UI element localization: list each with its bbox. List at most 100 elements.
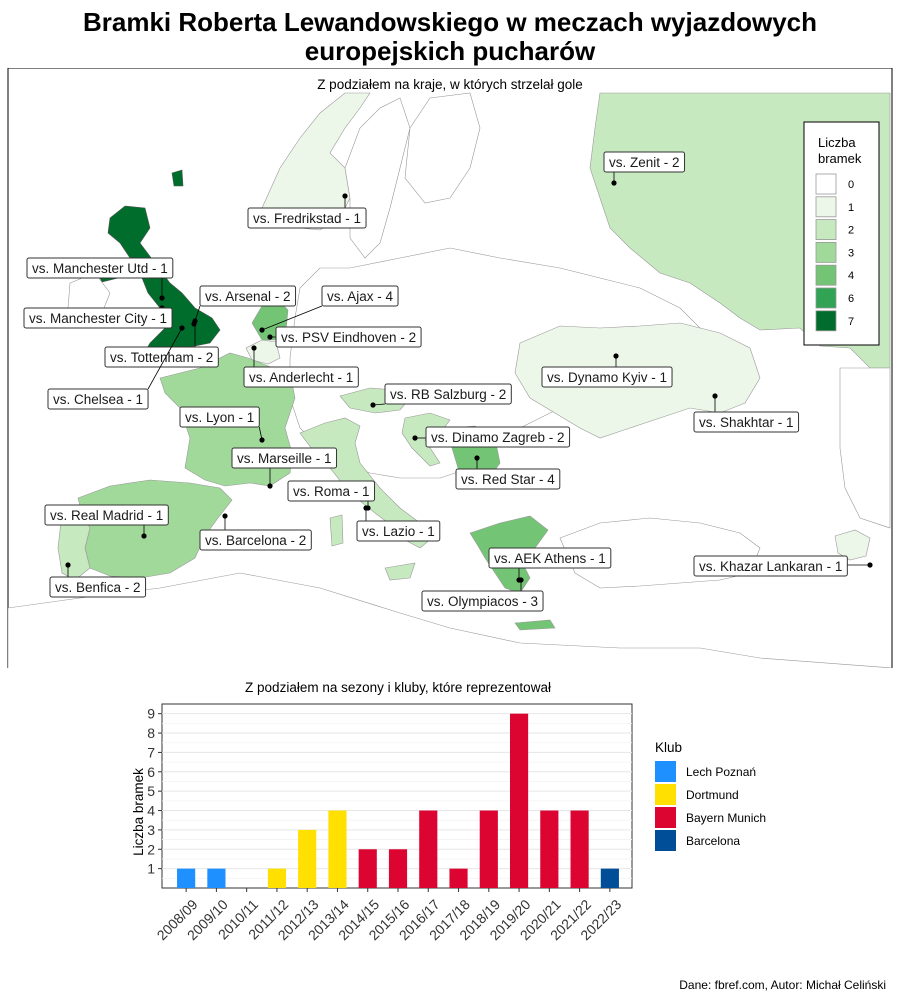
club-legend-swatch <box>655 807 676 828</box>
x-tick-labels: 2008/092009/102010/112011/122012/132013/… <box>154 888 624 943</box>
map-label-box <box>356 520 441 542</box>
map-label-dot <box>342 193 348 199</box>
map-label-box <box>104 346 219 368</box>
data-credit: Dane: fbref.com, Autor: Michał Celiński <box>679 978 886 992</box>
map-label-text: vs. Red Star - 4 <box>461 472 555 487</box>
map-label-box <box>243 366 359 388</box>
map-label-text: vs. Shakhtar - 1 <box>699 415 794 430</box>
map-label-box <box>49 576 147 598</box>
map-label-text: vs. Lazio - 1 <box>362 524 435 539</box>
y-tick-label: 6 <box>147 764 155 780</box>
map-label: vs. PSV Eindhoven - 2 <box>267 326 422 348</box>
map-label-text: vs. PSV Eindhoven - 2 <box>281 330 416 345</box>
map-label-dot <box>251 345 257 351</box>
bar-chart-subtitle: Z podziałem na sezony i kluby, które rep… <box>245 680 551 695</box>
map-label-dot <box>222 513 228 519</box>
map-label-box <box>455 468 561 490</box>
map-label-text: vs. Tottenham - 2 <box>110 350 213 365</box>
map-label-dot <box>363 505 369 511</box>
map-label: vs. Dynamo Kyiv - 1 <box>541 353 673 388</box>
bar <box>177 868 196 888</box>
map-label-text: vs. Dynamo Kyiv - 1 <box>547 370 667 385</box>
bar <box>388 849 408 888</box>
map-label-dot <box>518 577 524 583</box>
map-label-dot <box>412 435 418 441</box>
club-legend-swatch <box>655 761 676 782</box>
bar <box>600 868 619 888</box>
map-label: vs. Fredrikstad - 1 <box>247 193 367 229</box>
bar <box>267 868 287 888</box>
map-label: vs. Zenit - 2 <box>603 151 686 186</box>
map-label-text: vs. Dinamo Zagreb - 2 <box>431 430 565 445</box>
map-legend-swatch <box>815 287 837 309</box>
map-label: vs. Red Star - 4 <box>455 455 561 490</box>
map-label: vs. Manchester Utd - 1 <box>26 257 174 301</box>
map-label: vs. Real Madrid - 1 <box>44 504 169 539</box>
map-legend-label: 6 <box>848 293 854 305</box>
map-legend-swatch <box>815 241 837 263</box>
map-label: vs. Marseille - 1 <box>231 447 338 489</box>
map-label-text: vs. AEK Athens - 1 <box>494 551 606 566</box>
map-label: vs. Arsenal - 2 <box>191 285 297 327</box>
map-legend-label: 0 <box>848 179 854 191</box>
bar <box>509 713 529 888</box>
map-label-text: vs. Lyon - 1 <box>185 410 254 425</box>
map-label: vs. Khazar Lankaran - 1 <box>693 555 873 577</box>
map-label-box <box>425 426 571 448</box>
club-legend-label: Bayern Munich <box>686 811 766 825</box>
map-label-box <box>421 590 544 612</box>
map-label-dot <box>370 402 376 408</box>
club-legend-label: Dortmund <box>686 788 739 802</box>
y-tick-label: 4 <box>147 803 155 819</box>
map-label: vs. RB Salzburg - 2 <box>370 383 512 408</box>
map-label-text: vs. Chelsea - 1 <box>53 392 143 407</box>
map-label-dot <box>259 437 265 443</box>
map-label-text: vs. Roma - 1 <box>293 484 370 499</box>
y-tick-label: 8 <box>147 725 155 741</box>
map-label-box <box>603 151 686 173</box>
map-label-text: vs. Real Madrid - 1 <box>50 508 163 523</box>
map-legend: Liczba bramek 0 1 2 3 4 6 7 <box>803 121 880 346</box>
map-legend-label: 4 <box>848 270 854 282</box>
map-label-text: vs. Zenit - 2 <box>609 155 680 170</box>
map-label-box <box>47 388 149 410</box>
map-label-dot <box>867 562 873 568</box>
map-label: vs. AEK Athens - 1 <box>488 547 612 583</box>
map-label-box <box>199 529 312 551</box>
map-legend-swatch <box>815 310 837 332</box>
y-axis-label: Liczba bramek <box>131 768 146 856</box>
bar <box>207 868 226 888</box>
map-legend-title-2: bramek <box>818 151 862 166</box>
map-subtitle: Z podziałem na kraje, w których strzelał… <box>317 77 583 92</box>
map-labels: vs. Zenit - 2 vs. Fredrikstad - 1 vs. Manc… <box>23 151 873 612</box>
chart-title-line-1: Bramki Roberta Lewandowskiego w meczach … <box>83 7 817 37</box>
map-legend-swatch <box>815 219 837 241</box>
country-crete <box>514 619 556 631</box>
map-label-text: vs. Arsenal - 2 <box>205 289 291 304</box>
map-label-dot <box>141 533 147 539</box>
y-tick-label: 1 <box>147 861 155 877</box>
club-legend-swatch <box>655 830 676 851</box>
map-label-text: vs. Barcelona - 2 <box>205 533 306 548</box>
bar-chart-panel: Z podziałem na sezony i kluby, które rep… <box>131 680 766 943</box>
map-label-text: vs. Ajax - 4 <box>327 289 394 304</box>
map-label-dot <box>474 455 480 461</box>
map-label-text: vs. Manchester City - 1 <box>29 311 167 326</box>
y-tick-labels: 1 2 3 4 5 6 7 8 9 <box>147 706 162 877</box>
map-label: vs. Lyon - 1 <box>179 406 265 443</box>
map-label-leader <box>261 305 323 331</box>
y-tick-label: 5 <box>147 783 155 799</box>
map-label-box <box>275 326 422 348</box>
europe-map-panel: Z podziałem na kraje, w których strzelał… <box>7 68 893 668</box>
map-label: vs. Roma - 1 <box>287 480 376 511</box>
map-label: vs. Dinamo Zagreb - 2 <box>412 426 571 448</box>
bar <box>298 829 317 888</box>
map-label-box <box>231 447 338 469</box>
map-label-dot <box>65 562 71 568</box>
map-legend-swatch <box>815 173 837 195</box>
club-legend-label: Lech Poznań <box>686 765 756 779</box>
map-label: vs. Tottenham - 2 <box>104 318 219 368</box>
land-north-africa <box>8 572 892 668</box>
club-legend-swatch <box>655 784 676 805</box>
map-label-dot <box>179 325 185 331</box>
